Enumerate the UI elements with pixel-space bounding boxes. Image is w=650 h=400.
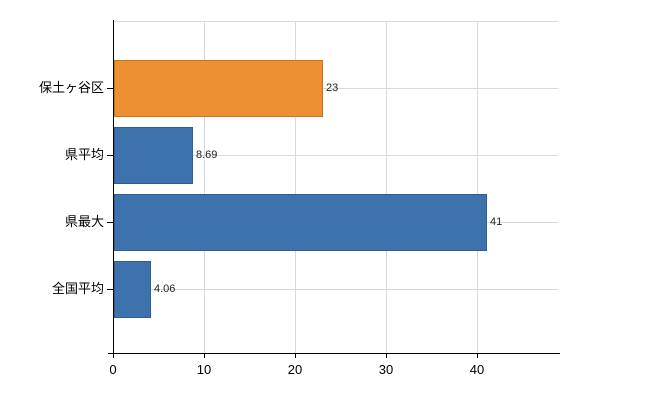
x-tick-label: 0: [109, 362, 117, 377]
bar-3: [114, 194, 487, 251]
x-tick-label: 20: [287, 362, 303, 377]
x-tick: [386, 353, 387, 358]
category-gridline: [113, 88, 558, 89]
x-tick-label: 40: [469, 362, 485, 377]
bar-1: [114, 60, 323, 117]
x-tick: [477, 353, 478, 358]
value-gridline: [477, 21, 478, 353]
category-tick: [107, 155, 113, 156]
value-gridline: [386, 21, 387, 353]
value-label: 4.06: [154, 283, 176, 295]
category-gridline: [113, 289, 558, 290]
category-tick: [107, 289, 113, 290]
value-label: 23: [326, 82, 339, 94]
value-gridline: [295, 21, 296, 353]
x-tick: [113, 353, 114, 358]
value-label: 41: [490, 216, 503, 228]
category-gridline: [113, 155, 558, 156]
x-tick: [295, 353, 296, 358]
category-label: 県平均: [64, 147, 104, 162]
plot-top-gridline: [113, 21, 558, 22]
y-axis-line: [113, 20, 114, 358]
category-tick: [107, 88, 113, 89]
x-tick-label: 30: [378, 362, 394, 377]
x-tick: [204, 353, 205, 358]
category-label: 保土ヶ谷区: [38, 80, 104, 95]
bar-2: [114, 127, 193, 184]
value-label: 8.69: [196, 149, 218, 161]
category-tick: [107, 222, 113, 223]
x-axis-line: [108, 353, 560, 354]
x-tick-label: 10: [196, 362, 212, 377]
value-gridline: [204, 21, 205, 353]
category-label: 県最大: [64, 214, 104, 229]
category-label: 全国平均: [51, 281, 104, 296]
bar-4: [114, 261, 151, 318]
